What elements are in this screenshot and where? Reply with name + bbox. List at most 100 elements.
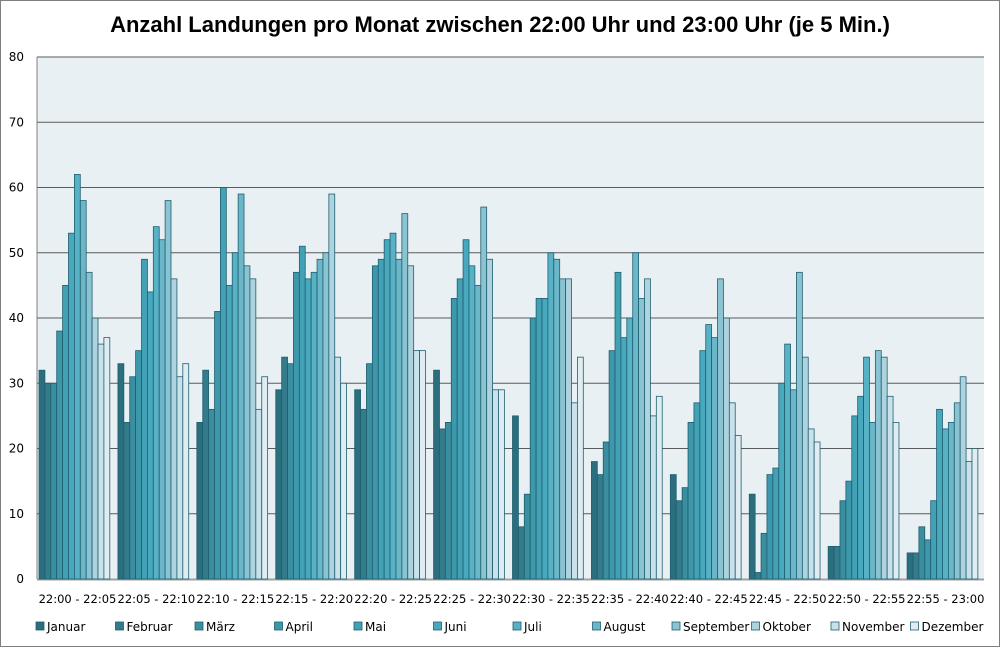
y-tick-label: 40 <box>9 311 24 325</box>
legend-label: Januar <box>46 620 85 634</box>
legend-label: Dezember <box>922 620 984 634</box>
y-tick-label: 70 <box>9 115 24 129</box>
x-tick-label: 22:50 - 22:55 <box>828 592 906 606</box>
x-tick-label: 22:00 - 22:05 <box>39 592 117 606</box>
bar <box>728 402 736 580</box>
bar <box>681 487 689 580</box>
legend-swatch <box>433 621 442 631</box>
bar <box>176 376 184 580</box>
bar <box>699 350 707 580</box>
x-tick-label: 22:25 - 22:30 <box>433 592 511 606</box>
bar <box>892 421 900 580</box>
bar <box>669 474 677 580</box>
x-tick-label: 22:35 - 22:40 <box>591 592 669 606</box>
bar <box>717 278 724 580</box>
bar <box>614 271 622 580</box>
bar <box>971 448 979 580</box>
y-tick-label: 60 <box>9 181 24 195</box>
bar <box>632 252 640 580</box>
bar <box>754 572 762 580</box>
bar <box>255 408 263 580</box>
bar <box>354 389 361 580</box>
bar <box>419 350 426 580</box>
bar <box>480 206 488 580</box>
bar <box>906 552 914 580</box>
bar <box>760 532 768 580</box>
bar <box>553 258 561 580</box>
bar <box>650 415 657 580</box>
chart-title: Anzahl Landungen pro Monat zwischen 22:0… <box>110 12 890 37</box>
legend-label: August <box>604 620 646 634</box>
bar <box>535 298 543 580</box>
bar <box>936 408 943 580</box>
bar <box>874 350 882 580</box>
bar <box>208 408 215 580</box>
bar <box>796 271 803 580</box>
legend-swatch <box>592 621 601 631</box>
x-tick-label: 22:55 - 23:00 <box>907 592 985 606</box>
bar <box>196 421 204 580</box>
bar <box>97 343 105 580</box>
bar <box>371 265 379 580</box>
bar <box>918 526 926 580</box>
bar <box>839 500 847 580</box>
bar <box>413 350 420 580</box>
bar <box>182 363 190 580</box>
bar <box>620 337 628 580</box>
x-tick-label: 22:10 - 22:15 <box>196 592 274 606</box>
bar <box>275 389 283 580</box>
bar <box>711 337 718 580</box>
bar <box>827 545 835 580</box>
bar <box>243 265 251 580</box>
bar <box>801 356 809 580</box>
bar <box>965 461 973 580</box>
bar <box>512 415 519 580</box>
bar <box>596 474 604 580</box>
bar <box>577 356 584 580</box>
x-tick-label: 22:30 - 22:35 <box>512 592 590 606</box>
bar <box>942 428 949 580</box>
bar <box>778 382 786 580</box>
x-tick-label: 22:15 - 22:20 <box>275 592 353 606</box>
bar <box>705 324 713 580</box>
bar <box>281 356 288 580</box>
legend-swatch <box>830 621 840 631</box>
bar <box>202 369 210 580</box>
bar <box>141 258 148 580</box>
bar <box>851 415 859 580</box>
bar <box>287 363 294 580</box>
bar <box>790 389 797 580</box>
legend-label: Februar <box>127 620 173 634</box>
bar <box>261 376 269 580</box>
x-tick-label: 22:20 - 22:25 <box>354 592 432 606</box>
bar <box>953 402 961 580</box>
y-tick-label: 10 <box>9 507 24 521</box>
legend-label: März <box>206 620 235 634</box>
bar <box>687 421 695 580</box>
bar <box>383 239 391 580</box>
bar <box>439 428 446 580</box>
bar <box>456 278 464 580</box>
bar <box>886 395 894 580</box>
bar <box>158 239 166 580</box>
legend-swatch <box>910 621 919 631</box>
bar <box>523 493 531 580</box>
y-tick-label: 80 <box>9 50 24 64</box>
bar <box>462 239 470 580</box>
bar <box>38 369 46 580</box>
bar <box>930 500 937 580</box>
bar <box>231 252 239 580</box>
bar <box>117 363 125 580</box>
bar <box>529 317 537 580</box>
bar <box>541 298 549 580</box>
bar <box>74 174 81 580</box>
bar <box>474 284 482 580</box>
bar <box>298 245 306 580</box>
bar <box>559 278 567 580</box>
bar <box>360 408 367 580</box>
bar <box>389 232 397 580</box>
bar <box>880 356 888 580</box>
legend-swatch <box>274 621 283 631</box>
bar <box>322 252 330 580</box>
bar <box>123 421 131 580</box>
